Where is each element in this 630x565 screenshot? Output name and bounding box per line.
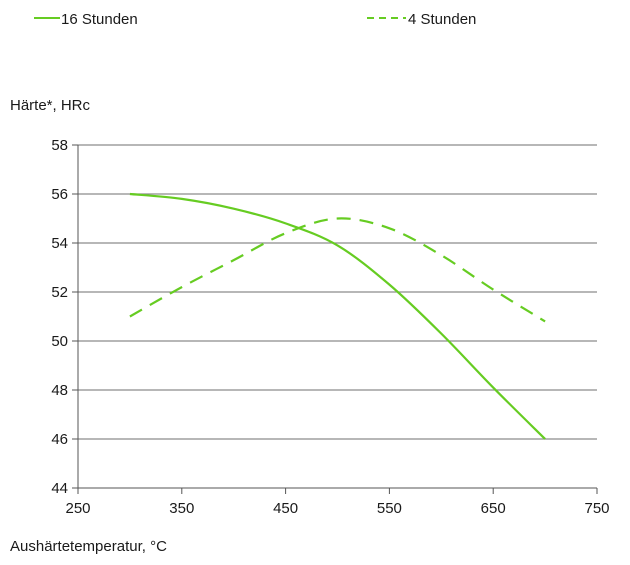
legend: 16 Stunden 4 Stunden [34, 11, 476, 28]
y-tick-label-58: 58 [51, 137, 68, 154]
x-tick-label-550: 550 [377, 500, 402, 517]
x-tick-label-450: 450 [273, 500, 298, 517]
y-tick-label-44: 44 [51, 480, 68, 497]
y-tick-label-50: 50 [51, 333, 68, 350]
axes [72, 144, 598, 494]
x-axis-title: Aushärtetemperatur, °C [10, 538, 167, 555]
x-tick-label-350: 350 [169, 500, 194, 517]
x-tick-label-750: 750 [584, 500, 609, 517]
y-axis-title: Härte*, HRc [10, 97, 91, 114]
y-tick-label-54: 54 [51, 235, 68, 252]
y-tick-label-46: 46 [51, 431, 68, 448]
grid [78, 144, 597, 440]
series-lines [129, 192, 546, 440]
y-tick-label-48: 48 [51, 382, 68, 399]
legend-label-4-stunden: 4 Stunden [408, 11, 476, 28]
series-line-16-stunden [129, 192, 546, 440]
y-tick-label-52: 52 [51, 284, 68, 301]
x-tick-label-650: 650 [481, 500, 506, 517]
series-line-4-stunden [129, 217, 546, 323]
y-tick-label-56: 56 [51, 186, 68, 203]
x-tick-label-250: 250 [65, 500, 90, 517]
legend-label-16-stunden: 16 Stunden [61, 11, 138, 28]
tick-labels: 44 46 48 50 52 54 56 58 250 350 450 550 650 750 [51, 137, 609, 517]
